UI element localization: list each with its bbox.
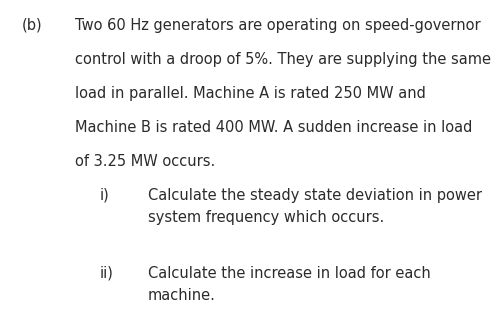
Text: load in parallel. Machine A is rated 250 MW and: load in parallel. Machine A is rated 250… xyxy=(75,86,426,101)
Text: ii): ii) xyxy=(100,266,114,281)
Text: machine.: machine. xyxy=(148,288,216,303)
Text: of 3.25 MW occurs.: of 3.25 MW occurs. xyxy=(75,154,215,169)
Text: (b): (b) xyxy=(22,18,43,33)
Text: i): i) xyxy=(100,188,110,203)
Text: control with a droop of 5%. They are supplying the same: control with a droop of 5%. They are sup… xyxy=(75,52,491,67)
Text: Two 60 Hz generators are operating on speed-governor: Two 60 Hz generators are operating on sp… xyxy=(75,18,481,33)
Text: Machine B is rated 400 MW. A sudden increase in load: Machine B is rated 400 MW. A sudden incr… xyxy=(75,120,472,135)
Text: system frequency which occurs.: system frequency which occurs. xyxy=(148,210,384,225)
Text: Calculate the increase in load for each: Calculate the increase in load for each xyxy=(148,266,431,281)
Text: Calculate the steady state deviation in power: Calculate the steady state deviation in … xyxy=(148,188,482,203)
